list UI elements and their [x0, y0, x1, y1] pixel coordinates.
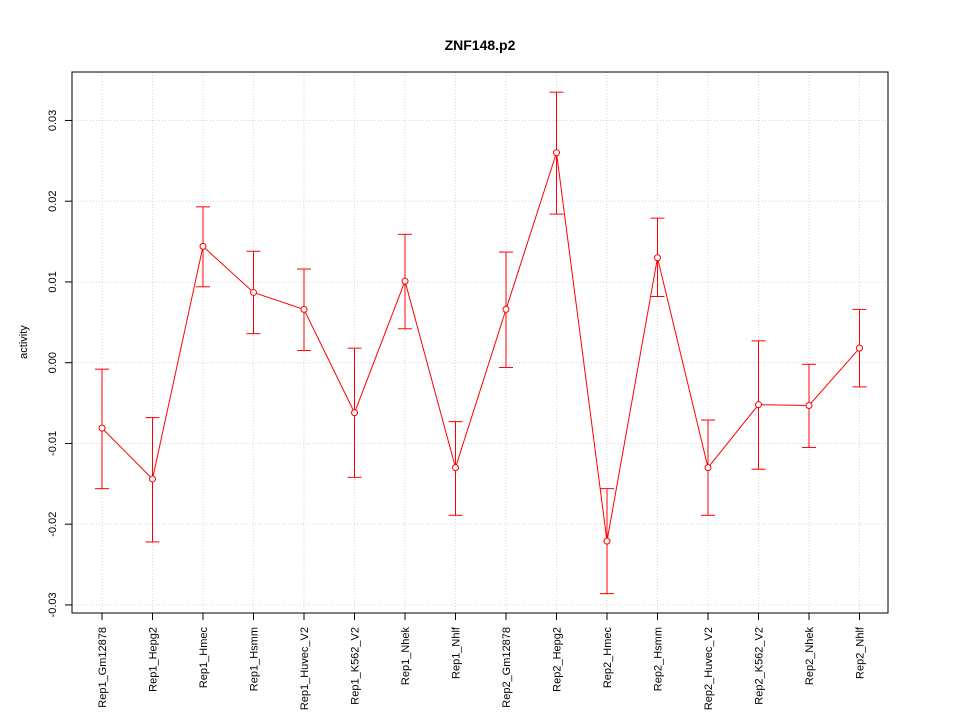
x-tick-label: Rep2_K562_V2 [754, 627, 766, 705]
y-tick-label: -0.01 [47, 431, 59, 456]
data-point [704, 464, 712, 472]
y-tick-label: 0.01 [47, 271, 59, 292]
y-axis: -0.03 -0.02 -0.01 0.00 0.01 0.02 0.03 [47, 110, 72, 617]
data-point [603, 537, 611, 545]
y-axis-label: activity [18, 325, 30, 359]
x-tick-label: Rep1_Gm12878 [97, 627, 109, 708]
x-tick-label: Rep1_Hmec [198, 627, 210, 689]
data-point [452, 464, 459, 472]
data-point [149, 475, 156, 483]
data-point [401, 277, 409, 285]
y-tick-label: -0.02 [47, 512, 59, 537]
y-tick-label: 0.00 [47, 352, 59, 373]
data-point [856, 344, 863, 352]
grid-layer [72, 72, 888, 613]
data-point [98, 424, 106, 432]
x-tick-label: Rep2_Hmec [602, 627, 614, 689]
x-tick-label: Rep2_Hepg2 [552, 627, 564, 692]
y-tick-label: 0.03 [47, 110, 59, 131]
x-tick-label: Rep1_Hepg2 [148, 627, 160, 692]
data-point [654, 254, 661, 262]
series-line [101, 152, 860, 542]
x-tick-label: Rep2_Nhlf [855, 626, 867, 679]
data-point [351, 409, 358, 417]
x-tick-label: Rep2_Huvec_V2 [703, 627, 715, 710]
data-point [250, 288, 257, 296]
series-layer [95, 91, 867, 595]
x-tick-label: Rep1_Hsmm [249, 627, 261, 691]
plot-frame [71, 71, 889, 614]
data-point [199, 242, 207, 250]
x-axis: Rep1_Gm12878 Rep1_Hepg2 Rep1_Hmec Rep1_Hsmm… [97, 613, 867, 710]
data-point [755, 401, 762, 409]
x-tick-label: Rep2_Gm12878 [501, 627, 513, 708]
y-tick-label: 0.02 [47, 190, 59, 211]
x-tick-label: Rep2_Hsmm [653, 627, 665, 691]
y-tick-label: -0.03 [47, 592, 59, 617]
x-tick-label: Rep1_Huvec_V2 [299, 627, 311, 710]
x-tick-label: Rep1_Nhlf [451, 626, 463, 679]
x-tick-label: Rep1_Nhek [400, 627, 412, 686]
data-point [805, 401, 813, 409]
data-point [300, 305, 308, 313]
chart-title: ZNF148.p2 [445, 37, 516, 53]
x-tick-label: Rep2_Nhek [804, 627, 816, 686]
data-point [553, 149, 560, 157]
data-point [502, 305, 510, 313]
x-tick-label: Rep1_K562_V2 [350, 627, 362, 705]
